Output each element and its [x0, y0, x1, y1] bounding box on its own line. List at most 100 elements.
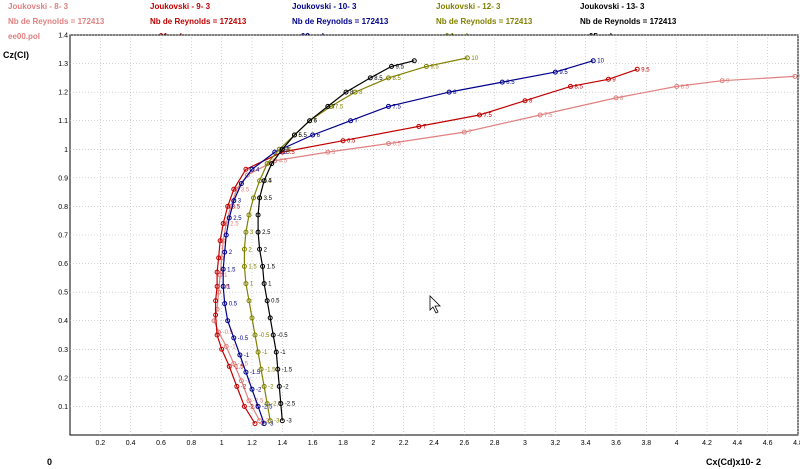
point-label: 3: [238, 199, 242, 205]
data-point: [257, 246, 263, 252]
data-point: [389, 63, 395, 69]
data-point: [257, 418, 263, 424]
data-point: [226, 215, 232, 221]
data-point: [552, 69, 558, 75]
x-tick-label: 4.8: [793, 440, 800, 447]
data-point: [226, 363, 232, 369]
y-axis-title: Cz(Cl): [3, 50, 29, 60]
data-point: [244, 172, 250, 178]
data-point: [258, 366, 264, 372]
data-point: [343, 89, 349, 95]
data-point: [255, 403, 261, 409]
x-tick-label: 2.6: [459, 440, 469, 447]
point-label: 1: [224, 273, 228, 279]
data-point: [477, 112, 482, 118]
data-point: [386, 141, 391, 147]
data-point: [275, 366, 281, 372]
data-point: [241, 263, 247, 269]
point-label: 2.5: [230, 222, 239, 228]
legend-reynolds: Nb de Reynolds = 172413: [150, 17, 247, 26]
point-label: 5.5: [283, 147, 292, 153]
data-point: [261, 178, 267, 184]
series-line: [243, 57, 468, 421]
data-point: [792, 73, 798, 79]
x-tick-label: 2: [371, 440, 375, 447]
point-label: 3.5: [232, 204, 241, 210]
data-point: [246, 398, 252, 404]
data-point: [276, 146, 282, 152]
data-point: [222, 301, 228, 307]
data-point: [634, 66, 640, 72]
x-tick-label: 1.6: [308, 440, 318, 447]
point-label: 9: [726, 79, 730, 85]
data-point: [217, 272, 223, 278]
data-point: [264, 161, 270, 167]
point-label: -2.5: [253, 399, 264, 405]
data-point: [243, 166, 249, 172]
data-point: [261, 281, 267, 287]
data-point: [276, 383, 282, 389]
point-label: 6.5: [347, 139, 356, 145]
data-point: [257, 195, 263, 201]
x-tick-label: 0.2: [95, 440, 105, 447]
point-label: -0.5: [223, 330, 234, 336]
series-3: -3-2.5-2-1.5-1-0.50.511.522.5345.5677.58…: [220, 58, 605, 428]
point-label: 8: [529, 99, 533, 105]
point-label: 10: [597, 59, 604, 65]
data-point: [423, 63, 429, 69]
y-tick-label: 0.4: [58, 318, 68, 325]
data-point: [537, 112, 543, 118]
data-point: [310, 132, 316, 138]
point-label: 8.5: [506, 80, 515, 86]
x-tick-label: 3.4: [581, 440, 591, 447]
point-label: 1.5: [267, 264, 276, 270]
point-label: 1.5: [248, 264, 257, 270]
data-point: [231, 335, 237, 341]
point-label: 9.5: [641, 67, 650, 73]
data-point: [278, 401, 284, 407]
x-tick-label: 0.4: [126, 440, 136, 447]
data-point: [243, 229, 249, 235]
data-point: [246, 298, 252, 304]
x-tick-label: 4.6: [763, 440, 773, 447]
point-label: -1.5: [282, 367, 293, 373]
point-label: 6: [314, 119, 318, 125]
data-point: [252, 421, 258, 427]
data-point: [220, 221, 226, 227]
point-label: 7: [468, 130, 472, 136]
data-point: [279, 418, 285, 424]
data-point: [223, 232, 229, 238]
point-label: -0.5: [238, 336, 249, 342]
data-point: [238, 378, 244, 384]
y-tick-label: 1: [64, 147, 68, 154]
x-tick-label: 3.8: [641, 440, 651, 447]
data-point: [269, 161, 275, 167]
data-point: [249, 386, 255, 392]
legend-reynolds: Nb de Reynolds = 172413: [580, 17, 677, 26]
x-axis: 0.2 0.4 0.6 0.8 1 1.2 1.4 1.6 1.8 2 2.2 2.4 2.6 2.8 3 3…: [95, 440, 800, 447]
y-tick-label: 0.3: [58, 347, 68, 354]
data-point: [386, 75, 391, 81]
data-point: [220, 283, 226, 289]
data-point: [243, 369, 249, 375]
point-label: 8: [453, 90, 457, 96]
legend-series-name: Joukovski - 8- 3: [8, 2, 69, 11]
data-point: [241, 246, 247, 252]
data-point: [270, 332, 276, 338]
y-tick-label: 0.2: [58, 375, 68, 382]
data-point: [446, 89, 452, 95]
y-tick-label: 0.5: [58, 290, 68, 297]
data-point: [267, 315, 273, 321]
y-tick-label: 0.7: [58, 233, 68, 240]
point-label: -0.5: [259, 333, 270, 339]
legend-reynolds: Nb de Reynolds = 172413: [292, 17, 389, 26]
data-point: [243, 281, 249, 287]
x-axis-title: Cx(Cd)x10- 2: [706, 457, 761, 467]
point-label: 9.5: [799, 74, 800, 80]
point-label: 10: [471, 56, 478, 62]
point-label: 2: [264, 247, 268, 253]
data-point: [214, 283, 220, 289]
data-point: [225, 203, 231, 209]
point-label: -2: [283, 384, 289, 390]
x-tick-label: 1: [220, 440, 224, 447]
